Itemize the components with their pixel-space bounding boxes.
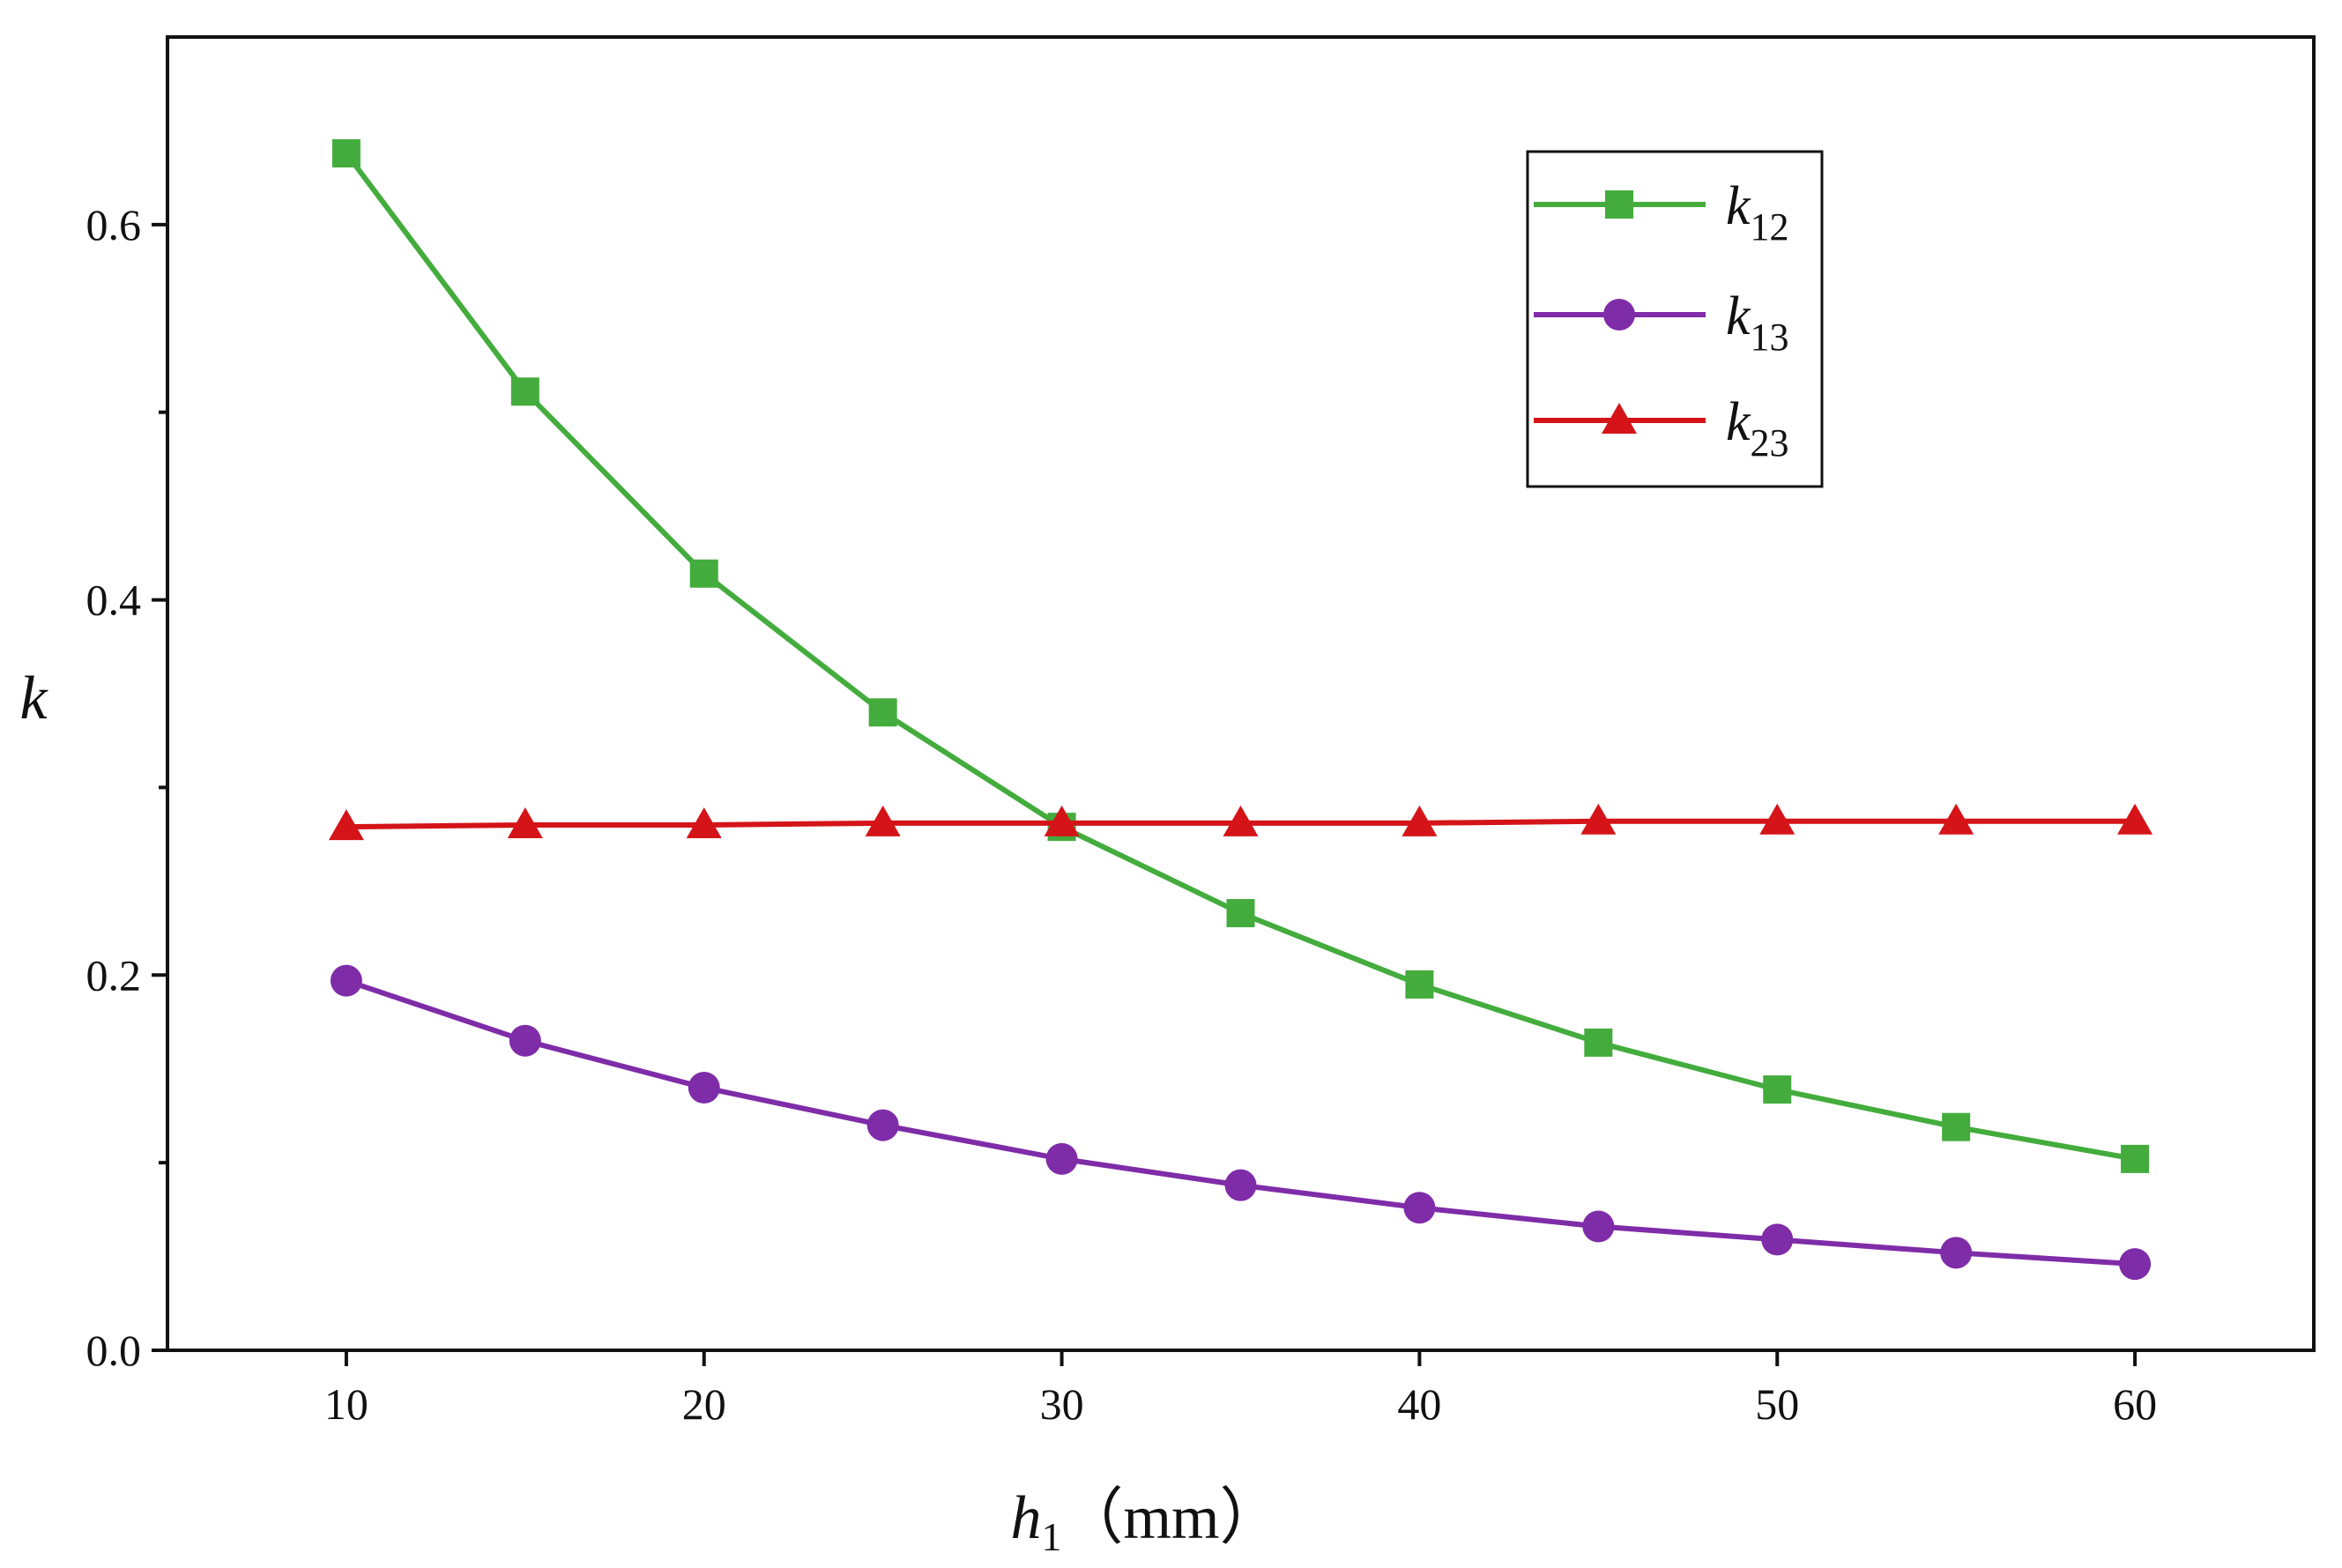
data-point-k13	[330, 964, 362, 997]
x-tick-label: 10	[324, 1379, 368, 1429]
data-point-k12	[331, 138, 361, 167]
legend-swatch-marker	[1605, 190, 1633, 219]
data-point-k23	[1401, 805, 1438, 836]
data-point-k13	[688, 1072, 720, 1104]
data-point-k23	[686, 807, 722, 838]
data-point-k23	[1938, 803, 1974, 835]
series-layer	[328, 138, 2153, 1281]
data-point-k13	[509, 1024, 541, 1057]
x-axis-ticks: 10 20 30 40 50 60	[324, 1350, 2157, 1429]
series-k13	[330, 964, 2152, 1281]
y-tick-label: 0.0	[86, 1326, 142, 1375]
data-point-k13	[1761, 1223, 1794, 1256]
data-point-k23	[1044, 805, 1080, 836]
series-k23	[328, 803, 2153, 841]
x-axis-title-symbol: h	[1011, 1484, 1042, 1552]
legend-label: k13	[1726, 286, 1789, 359]
x-tick-label: 30	[1040, 1379, 1084, 1429]
legend-swatch-marker	[1603, 299, 1635, 331]
legend-item-k23: k23	[1534, 392, 1789, 464]
legend-item-k13: k13	[1534, 286, 1789, 359]
data-point-k13	[1045, 1142, 1078, 1175]
data-point-k12	[1584, 1028, 1613, 1057]
y-axis-title: k	[19, 665, 48, 732]
data-point-k12	[1763, 1075, 1792, 1104]
data-point-k13	[1940, 1237, 1973, 1269]
data-point-k23	[1580, 803, 1617, 835]
data-point-k13	[1582, 1210, 1615, 1243]
data-point-k23	[507, 807, 543, 838]
data-point-k12	[510, 377, 539, 406]
x-tick-label: 20	[682, 1379, 726, 1429]
data-point-k12	[689, 559, 718, 588]
data-point-k13	[1224, 1169, 1257, 1201]
data-point-k12	[1226, 899, 1255, 928]
y-axis-ticks: 0.0 0.2 0.4 0.6	[86, 200, 167, 1375]
legend-item-k12: k12	[1534, 176, 1789, 249]
x-tick-label: 40	[1397, 1379, 1441, 1429]
data-point-k12	[868, 698, 897, 727]
data-point-k23	[1223, 805, 1259, 836]
data-point-k12	[1405, 970, 1434, 999]
data-point-k23	[328, 809, 364, 841]
data-point-k23	[1759, 803, 1796, 835]
data-point-k23	[865, 805, 901, 836]
x-axis-title: h1（mm）	[1011, 1484, 1282, 1559]
y-tick-label: 0.4	[86, 576, 142, 625]
x-axis-title-unit: （mm）	[1062, 1484, 1282, 1552]
data-point-k23	[2117, 803, 2153, 835]
data-point-k12	[1942, 1112, 1971, 1141]
data-point-k13	[2119, 1248, 2152, 1281]
x-axis-title-subscript: 1	[1042, 1514, 1062, 1559]
legend-box	[1526, 150, 1824, 488]
y-tick-label: 0.6	[86, 200, 142, 249]
data-point-k13	[1403, 1192, 1436, 1224]
data-point-k13	[866, 1109, 899, 1141]
plot-frame	[166, 35, 2316, 1352]
legend-swatch-marker	[1602, 403, 1637, 434]
legend: k12 k13 k23	[1526, 150, 1824, 488]
legend-label: k12	[1726, 176, 1789, 249]
x-tick-label: 50	[1755, 1379, 1799, 1429]
legend-label: k23	[1726, 392, 1789, 464]
data-point-k12	[2121, 1144, 2150, 1173]
x-tick-label: 60	[2113, 1379, 2157, 1429]
y-tick-label: 0.2	[86, 950, 142, 1000]
